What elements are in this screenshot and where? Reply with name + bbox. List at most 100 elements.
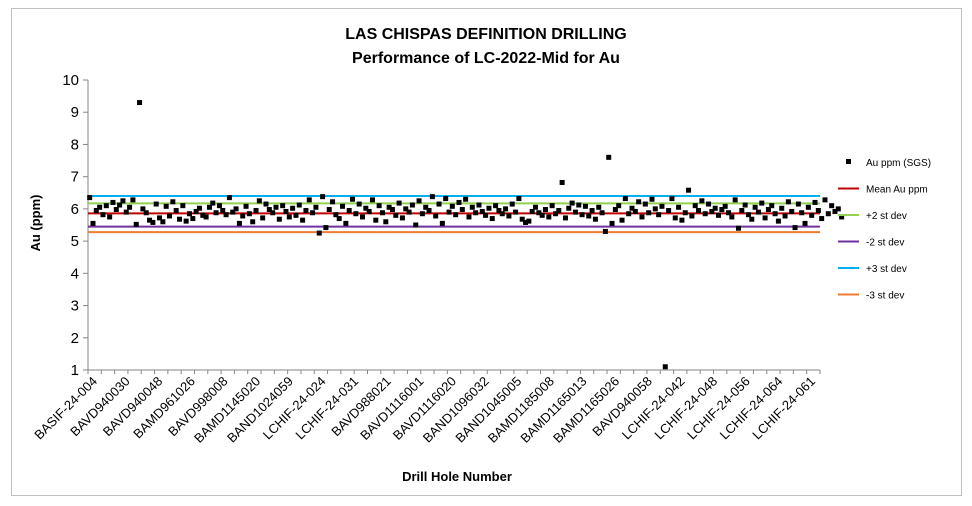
data-point [586,213,592,219]
data-point [180,203,186,209]
data-point [596,204,602,210]
data-point [785,199,791,205]
data-point [326,207,332,213]
data-point [805,204,811,210]
data-point [689,213,695,219]
data-point [226,195,232,201]
data-point [672,215,678,221]
data-point [120,198,126,204]
data-point [130,197,136,203]
data-point [493,203,499,209]
data-point [463,196,469,202]
data-point [503,206,509,212]
data-point [469,204,475,210]
data-point [582,203,588,209]
data-point [576,202,582,208]
data-point [752,204,758,210]
data-point [466,214,472,220]
data-point [300,217,306,223]
data-point [293,212,299,218]
data-point [759,200,765,206]
data-point [303,208,309,213]
data-point [203,214,209,220]
data-point [486,205,492,211]
y-tick-label: 3 [71,298,79,315]
data-point [409,202,415,208]
data-point [223,212,229,218]
chart-title: LAS CHISPAS DEFINITION DRILLING [345,26,626,43]
data-point [646,210,652,216]
data-point [572,209,578,215]
chart-frame [11,8,962,496]
data-point [579,212,585,218]
data-point [333,212,339,218]
data-point [716,212,722,218]
data-point [360,214,365,220]
data-point [612,207,618,213]
data-point [253,208,259,213]
data-point [562,215,568,221]
data-point [433,213,439,219]
data-point [696,208,702,213]
data-point [167,213,173,219]
data-point [396,200,402,206]
data-point [117,202,123,208]
data-point [659,203,665,209]
data-point [346,208,352,213]
data-point [193,208,199,214]
data-point [137,100,143,106]
data-point [556,208,562,213]
data-point [423,204,429,210]
y-tick-label: 7 [71,169,79,186]
data-point [529,208,535,214]
data-point [533,204,539,210]
data-point [639,214,645,220]
data-point [552,211,558,217]
data-point [133,221,139,227]
y-tick-label: 5 [71,233,79,250]
data-point [256,198,262,204]
data-point [230,209,236,215]
data-point [383,219,389,225]
data-point [306,197,312,203]
data-point [829,203,835,209]
legend-label: -2 st dev [866,238,904,249]
data-point [699,198,705,204]
data-point [443,196,449,202]
y-tick-label: 9 [71,104,79,121]
data-point [110,199,116,205]
data-point [160,219,166,225]
data-point [296,202,302,208]
data-point [543,207,548,213]
data-point [140,206,146,212]
data-point [676,204,682,210]
data-point [762,215,768,221]
data-point [622,196,628,202]
data-point [739,208,745,213]
data-point [666,208,672,213]
x-axis-label: Drill Hole Number [402,469,512,484]
data-point [177,216,182,222]
data-point [260,215,266,221]
data-point [93,208,99,213]
data-point [356,201,362,207]
data-point [592,216,598,222]
data-point [393,212,399,218]
data-point [749,216,755,222]
data-point [606,154,612,160]
data-point [273,204,279,210]
data-point [233,206,239,212]
data-point [782,213,788,219]
data-point [263,201,269,207]
data-point [266,207,272,213]
data-point [403,206,409,212]
data-point [183,218,189,224]
data-point [795,201,801,207]
data-point [496,208,502,213]
legend-label: Au ppm (SGS) [866,158,931,169]
data-point [220,208,226,213]
data-point [186,211,192,217]
data-point [632,208,638,214]
data-point [822,197,828,203]
data-point [809,212,815,218]
